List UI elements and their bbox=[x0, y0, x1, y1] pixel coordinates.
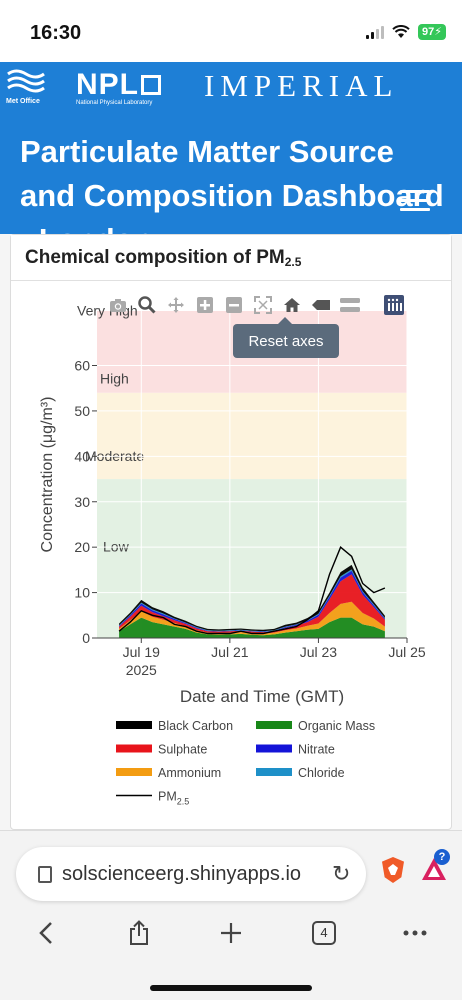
status-time: 16:30 bbox=[30, 22, 82, 44]
wifi-icon bbox=[392, 25, 410, 38]
hamburger-line bbox=[400, 190, 430, 193]
logo-row: Met Office NPL National Physical Laborat… bbox=[6, 66, 456, 110]
y-tick-label: 60 bbox=[74, 358, 90, 374]
tab-count: 4 bbox=[312, 921, 336, 945]
brave-rewards-icon[interactable] bbox=[420, 855, 448, 883]
x-tick-label: Jul 21 bbox=[211, 644, 249, 660]
x-tick-label: Jul 25 bbox=[388, 644, 426, 660]
line-series-pm25 bbox=[118, 546, 386, 635]
aqi-band-moderate bbox=[97, 392, 407, 480]
brave-shields-icon[interactable] bbox=[382, 857, 404, 883]
band-label: High bbox=[100, 371, 129, 387]
address-bar[interactable]: solscienceerg.shinyapps.io ↻ bbox=[16, 847, 366, 901]
y-tick-label: 50 bbox=[74, 403, 90, 419]
legend-label: Ammonium bbox=[158, 766, 221, 780]
y-tick-label: 20 bbox=[74, 539, 90, 555]
legend-label: Nitrate bbox=[298, 743, 335, 757]
battery-icon: 97⚡ bbox=[418, 24, 446, 40]
status-bar: 16:30 97⚡ bbox=[0, 0, 462, 62]
zoom-icon[interactable] bbox=[136, 294, 158, 316]
tabs-button[interactable]: 4 bbox=[311, 915, 337, 951]
x-tick-label: Jul 23 bbox=[300, 644, 338, 660]
legend-swatch bbox=[256, 744, 292, 753]
page-info-icon[interactable] bbox=[38, 866, 52, 883]
hamburger-menu-button[interactable] bbox=[400, 190, 430, 212]
card-title-subscript: 2.5 bbox=[284, 255, 302, 269]
y-tick-label: 40 bbox=[74, 448, 90, 464]
imperial-logo: IMPERIAL bbox=[204, 68, 399, 103]
page-title: Particulate Matter Source and Compositio… bbox=[20, 134, 444, 234]
plus-icon bbox=[221, 923, 241, 943]
legend-label: Chloride bbox=[298, 766, 345, 780]
area-series-sulphate bbox=[119, 574, 385, 634]
share-button[interactable] bbox=[126, 915, 152, 951]
home-reset-icon[interactable] bbox=[281, 294, 303, 316]
chart-card: Chemical composition of PM2.5 Low Moderat… bbox=[10, 234, 452, 830]
home-indicator bbox=[150, 985, 312, 991]
legend-swatch bbox=[256, 721, 292, 729]
hamburger-line bbox=[400, 199, 430, 202]
legend-label: PM2.5 bbox=[158, 790, 189, 807]
legend-label: Sulphate bbox=[158, 743, 207, 757]
url-text[interactable]: solscienceerg.shinyapps.io bbox=[62, 863, 302, 885]
npl-subtitle: National Physical Laboratory bbox=[76, 100, 153, 106]
zoom-in-icon[interactable] bbox=[194, 294, 216, 316]
met-office-logo: Met Office bbox=[6, 66, 56, 110]
plotly-modebar bbox=[107, 293, 405, 317]
legend-swatch bbox=[116, 721, 152, 729]
x-tick-sublabel: 2025 bbox=[126, 662, 157, 678]
more-menu-button[interactable] bbox=[402, 915, 428, 951]
y-tick-label: 10 bbox=[74, 585, 90, 601]
legend-swatch bbox=[256, 768, 292, 776]
x-tick-label: Jul 19 bbox=[123, 644, 161, 660]
npl-logo: NPL National Physical Laboratory bbox=[76, 68, 161, 106]
legend-label: Black Carbon bbox=[158, 719, 233, 733]
brave-shields-inner bbox=[388, 864, 398, 875]
reset-axes-tooltip: Reset axes bbox=[233, 317, 339, 358]
back-button[interactable] bbox=[34, 915, 58, 951]
autoscale-icon[interactable] bbox=[252, 294, 274, 316]
battery-level: 97 bbox=[422, 26, 435, 38]
pan-icon[interactable] bbox=[165, 294, 187, 316]
y-tick-label: 30 bbox=[74, 494, 90, 510]
browser-bottom-bar: solscienceerg.shinyapps.io ↻ ? 4 bbox=[0, 830, 462, 1000]
site-header: Met Office NPL National Physical Laborat… bbox=[0, 62, 462, 234]
rewards-badge: ? bbox=[434, 849, 450, 865]
main-content: Chemical composition of PM2.5 Low Moderat… bbox=[0, 234, 462, 830]
legend-swatch bbox=[116, 744, 152, 753]
share-icon bbox=[130, 920, 148, 945]
area-series-organic-mass bbox=[119, 617, 385, 638]
npl-label: NPL bbox=[76, 68, 139, 101]
legend-label: Organic Mass bbox=[298, 719, 375, 733]
x-axis-title: Date and Time (GMT) bbox=[180, 687, 344, 706]
compare-hover-icon[interactable] bbox=[339, 294, 361, 316]
y-axis-title: Concentration (μg/m³) bbox=[39, 397, 56, 553]
legend-swatch bbox=[116, 768, 152, 776]
more-dots-icon bbox=[403, 930, 427, 936]
card-title: Chemical composition of PM2.5 bbox=[25, 247, 301, 269]
met-office-label: Met Office bbox=[6, 98, 40, 105]
y-tick-label: 0 bbox=[82, 630, 90, 646]
legend-label-subscript: 2.5 bbox=[177, 797, 190, 807]
new-tab-button[interactable] bbox=[219, 915, 243, 951]
npl-square-icon bbox=[141, 75, 161, 95]
spike-lines-icon[interactable] bbox=[310, 294, 332, 316]
reload-icon[interactable]: ↻ bbox=[332, 861, 351, 886]
chevron-left-icon bbox=[39, 922, 52, 944]
hamburger-line bbox=[400, 208, 430, 211]
plotly-logo-icon[interactable] bbox=[383, 294, 405, 316]
cellular-signal-icon bbox=[366, 25, 385, 39]
status-icons: 97⚡ bbox=[366, 24, 446, 40]
camera-icon[interactable] bbox=[107, 294, 129, 316]
card-header: Chemical composition of PM2.5 bbox=[11, 235, 451, 281]
card-title-main: Chemical composition of PM bbox=[25, 247, 285, 268]
browser-nav: 4 bbox=[0, 915, 462, 955]
met-office-waves-icon bbox=[7, 69, 45, 93]
zoom-out-icon[interactable] bbox=[223, 294, 245, 316]
